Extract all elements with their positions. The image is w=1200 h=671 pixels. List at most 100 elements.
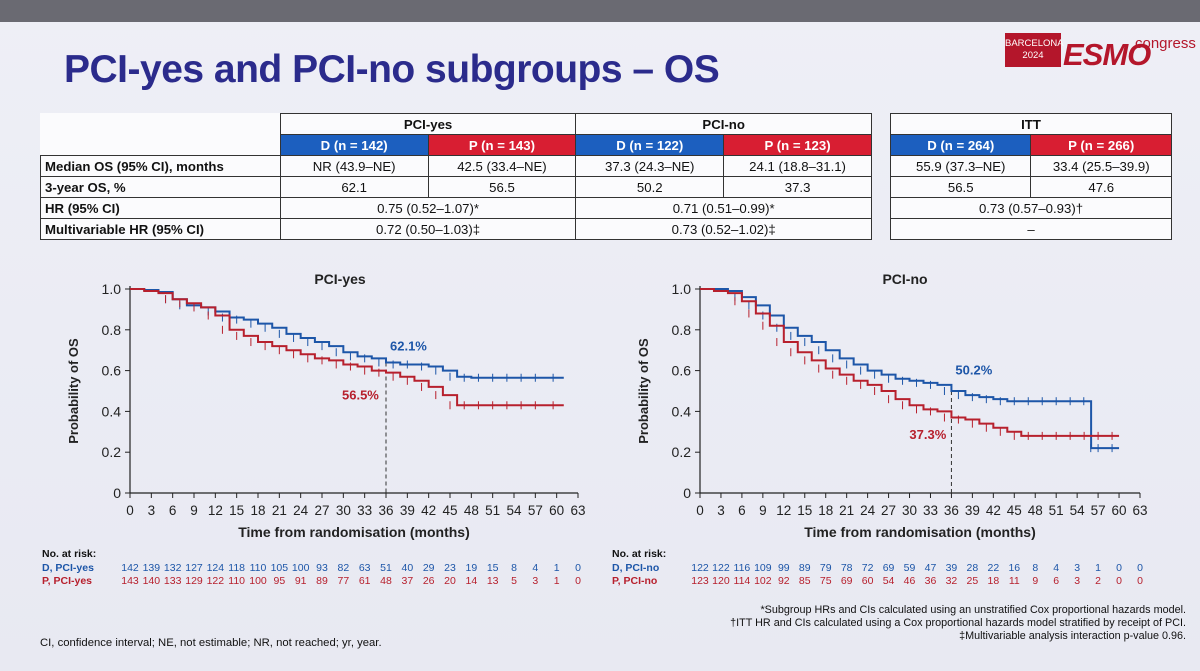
risk-table-pci-yes: No. at risk: D, PCI-yes 142 139 132 127 124 118… — [0, 548, 600, 588]
table-corner — [40, 113, 281, 135]
footnote: †ITT HR and CIs calculated using a Cox p… — [730, 617, 1186, 629]
risk-count: 54 — [882, 575, 895, 587]
risk-count: 114 — [733, 575, 751, 587]
itt-os-table: ITT D (n = 264) P (n = 266) 55.9 (37.3–N… — [889, 113, 1172, 240]
risk-count: 93 — [316, 562, 328, 574]
risk-count: 0 — [1116, 575, 1122, 587]
x-tick-label: 24 — [860, 503, 876, 518]
x-tick-label: 36 — [378, 503, 393, 518]
x-tick-label: 30 — [902, 503, 917, 518]
risk-count: 61 — [358, 575, 371, 587]
risk-count: 47 — [924, 562, 937, 574]
subgroup-os-table: PCI-yes PCI-no D (n = 142) P (n = 143) D… — [40, 113, 872, 240]
table-cell: 0.75 (0.52–1.07)* — [279, 197, 577, 219]
risk-count: 85 — [798, 575, 811, 587]
x-tick-label: 54 — [1070, 503, 1086, 518]
table-row-3yr-os: 56.5 47.6 — [889, 176, 1172, 198]
x-tick-label: 51 — [1049, 503, 1064, 518]
table-cell: 42.5 (33.4–NE) — [427, 155, 577, 177]
risk-count: 100 — [249, 575, 267, 587]
x-tick-label: 12 — [776, 503, 791, 518]
group-header-pci-yes: PCI-yes — [279, 113, 577, 135]
table-arm-header-row: D (n = 264) P (n = 266) — [889, 134, 1172, 156]
risk-count: 16 — [1008, 562, 1021, 574]
table-cell: – — [890, 218, 1172, 240]
table-cell: 24.1 (18.8–31.1) — [723, 155, 872, 177]
table-group-header-row: PCI-yes PCI-no — [40, 113, 872, 135]
table-arm-header-row: D (n = 142) P (n = 143) D (n = 122) P (n… — [40, 134, 872, 156]
y-tick-label: 1.0 — [672, 281, 692, 297]
risk-count: 46 — [903, 575, 916, 587]
risk-count: 123 — [691, 575, 709, 587]
x-tick-label: 6 — [738, 503, 746, 518]
x-tick-label: 33 — [357, 503, 372, 518]
annotation-62.1%: 62.1% — [390, 338, 427, 353]
risk-count: 39 — [945, 562, 958, 574]
risk-count: 3 — [1074, 575, 1081, 587]
risk-count: 91 — [294, 575, 307, 587]
footnote: ‡Multivariable analysis interaction p-va… — [959, 630, 1186, 642]
chart-title: PCI-yes — [314, 271, 366, 287]
y-tick-label: 0 — [683, 485, 691, 501]
row-label: 3-year OS, % — [40, 176, 281, 198]
risk-count: 48 — [380, 575, 392, 587]
risk-count: 0 — [1116, 562, 1122, 574]
risk-count: 105 — [270, 562, 289, 574]
risk-count: 0 — [575, 562, 581, 574]
risk-count: 19 — [465, 562, 478, 574]
risk-count: 95 — [273, 575, 286, 587]
risk-row-label: D, PCI-yes — [42, 562, 94, 574]
risk-row-label: D, PCI-no — [612, 562, 660, 574]
table-cell: 50.2 — [575, 176, 725, 198]
risk-table-pci-no: No. at risk: D, PCI-no 122 122 116 109 99 89 79 7… — [600, 548, 1200, 588]
x-tick-label: 30 — [336, 503, 351, 518]
risk-count: 82 — [337, 562, 350, 574]
chart-title: PCI-no — [882, 271, 927, 287]
table-row-median-os: 55.9 (37.3–NE) 33.4 (25.5–39.9) — [889, 155, 1172, 177]
risk-count: 139 — [142, 562, 161, 574]
risk-count: 3 — [532, 575, 539, 587]
risk-count: 13 — [486, 575, 499, 587]
risk-count: 9 — [1032, 575, 1039, 587]
table-cell: 0.71 (0.51–0.99)* — [575, 197, 872, 219]
risk-count: 69 — [882, 562, 895, 574]
risk-count: 99 — [777, 562, 790, 574]
x-axis-label: Time from randomisation (months) — [804, 524, 1036, 540]
logo-suffix: congress — [1135, 35, 1196, 52]
x-tick-label: 9 — [190, 503, 198, 518]
risk-count: 23 — [444, 562, 456, 574]
table-row-hr: 0.73 (0.57–0.93)† — [890, 197, 1172, 219]
arm-header-d-pci-yes: D (n = 142) — [279, 134, 429, 156]
km-curve-p-pci-no — [700, 288, 1120, 437]
y-tick-label: 0.8 — [672, 322, 692, 338]
x-tick-label: 57 — [528, 503, 543, 518]
table-row-3yr-os: 3-year OS, % 62.1 56.5 50.2 37.3 — [40, 176, 872, 198]
table-row-multivariable-hr: – — [890, 218, 1172, 240]
table-cell: 33.4 (25.5–39.9) — [1030, 155, 1172, 177]
x-tick-label: 27 — [314, 503, 329, 518]
y-tick-label: 0.6 — [672, 363, 692, 379]
table-cell: 0.73 (0.57–0.93)† — [890, 197, 1172, 219]
risk-count: 2 — [1095, 575, 1102, 587]
risk-count: 5 — [511, 575, 517, 587]
risk-count: 1 — [553, 562, 560, 574]
table-cell: NR (43.9–NE) — [279, 155, 429, 177]
slide-title: PCI-yes and PCI-no subgroups – OS — [64, 48, 720, 91]
table-cell: 37.3 (24.3–NE) — [575, 155, 725, 177]
annotation-50.2%: 50.2% — [955, 363, 992, 378]
logo-brand: ESMO — [1063, 37, 1151, 72]
risk-count: 132 — [163, 562, 182, 574]
risk-count: 142 — [121, 562, 139, 574]
risk-count: 110 — [249, 562, 267, 574]
risk-count: 122 — [206, 575, 225, 587]
y-tick-label: 0.2 — [102, 444, 122, 460]
x-tick-label: 3 — [717, 503, 725, 518]
x-tick-label: 42 — [421, 503, 436, 518]
x-tick-label: 42 — [986, 503, 1001, 518]
y-tick-label: 0.4 — [672, 403, 692, 419]
table-cell: 0.72 (0.50–1.03)‡ — [279, 218, 577, 240]
risk-count: 77 — [337, 575, 350, 587]
table-row-multivariable-hr: Multivariable HR (95% CI) 0.72 (0.50–1.0… — [40, 218, 872, 240]
table-cell: 55.9 (37.3–NE) — [889, 155, 1032, 177]
risk-count: 60 — [861, 575, 874, 587]
